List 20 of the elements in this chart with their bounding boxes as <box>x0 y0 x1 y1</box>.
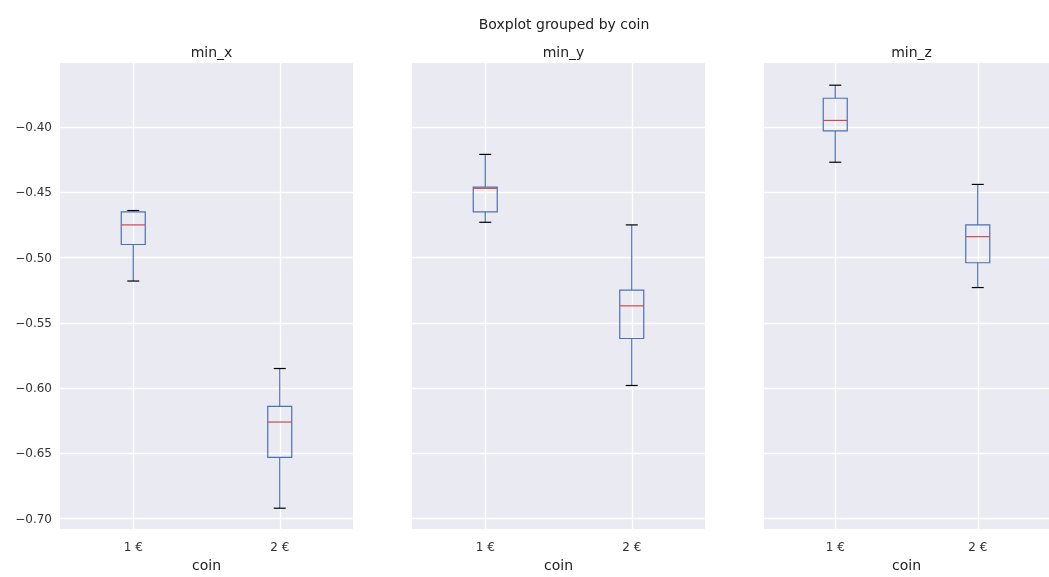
chart-title: min_z <box>891 44 932 60</box>
x-axis-title: coin <box>543 557 574 573</box>
y-tick-label: −0.70 <box>15 511 52 526</box>
x-axis-title: coin <box>191 557 222 573</box>
y-tick-label: −0.50 <box>15 250 52 265</box>
y-tick-label: −0.55 <box>15 315 52 330</box>
text: Boxplot grouped by coin <box>478 16 650 32</box>
chart-title: min_y <box>542 44 585 60</box>
x-tick-label: 2 € <box>270 540 290 555</box>
x-tick-label: 1 € <box>123 540 143 555</box>
x-tick-label: 2 € <box>622 540 642 555</box>
chart-title: min_x <box>190 44 233 60</box>
y-tick-label: −0.65 <box>15 446 52 461</box>
x-tick-label: 2 € <box>968 540 988 555</box>
y-tick-label: −0.45 <box>15 185 52 200</box>
x-axis-title: coin <box>891 557 922 573</box>
y-tick-label: −0.60 <box>15 381 52 396</box>
y-tick-label: −0.40 <box>15 119 52 134</box>
x-tick-label: 1 € <box>475 540 495 555</box>
x-tick-label: 1 € <box>825 540 845 555</box>
